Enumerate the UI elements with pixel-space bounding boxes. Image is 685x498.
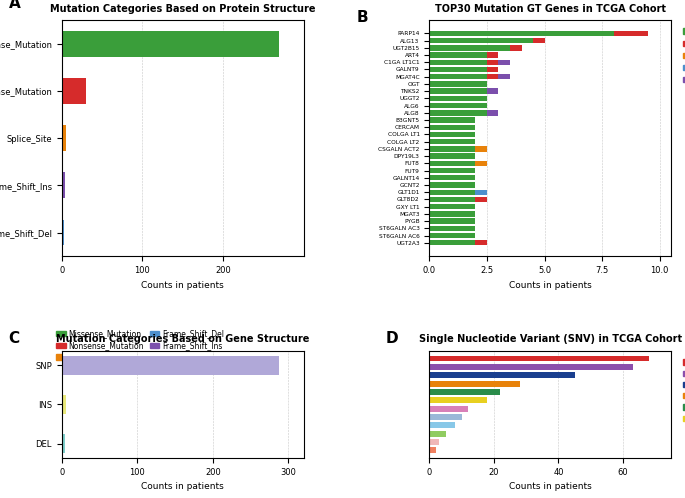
Bar [429, 67, 487, 72]
Bar [429, 175, 475, 180]
Bar [429, 146, 475, 151]
Bar [429, 233, 475, 238]
Bar [429, 110, 487, 116]
Text: A: A [8, 0, 20, 11]
Bar [487, 67, 499, 72]
Title: Single Nucleotide Variant (SNV) in TCGA Cohort: Single Nucleotide Variant (SNV) in TCGA … [419, 335, 682, 345]
Bar [475, 146, 487, 151]
Bar [62, 125, 66, 151]
Bar [429, 38, 533, 43]
Bar [429, 52, 487, 58]
Bar [429, 161, 475, 166]
Bar [429, 439, 439, 445]
Bar [429, 45, 510, 50]
Bar [429, 397, 488, 403]
Bar [429, 406, 468, 411]
Bar [429, 132, 475, 137]
Bar [487, 60, 499, 65]
Bar [62, 78, 86, 104]
Bar [429, 74, 487, 79]
Bar [429, 139, 475, 144]
Legend: Missense_Mutation, Nonsense_Mutation, Splice_Site, Frame_Shift_Del, Frame_Shift_: Missense_Mutation, Nonsense_Mutation, Sp… [53, 326, 227, 365]
Bar [475, 240, 487, 246]
X-axis label: Counts in patients: Counts in patients [141, 280, 224, 289]
Bar [429, 31, 614, 36]
Bar [62, 220, 64, 246]
Bar [429, 81, 487, 87]
Bar [429, 190, 475, 195]
Bar [429, 422, 455, 428]
Bar [429, 124, 475, 130]
Bar [475, 197, 487, 202]
Bar [499, 60, 510, 65]
Title: Mutation Categories Based on Protein Structure: Mutation Categories Based on Protein Str… [50, 3, 315, 13]
Bar [429, 168, 475, 173]
Bar [429, 226, 475, 231]
Bar [614, 31, 648, 36]
Bar [499, 74, 510, 79]
Bar [429, 89, 487, 94]
Bar [429, 447, 436, 453]
Bar [487, 89, 499, 94]
Legend: SNP, INS, DEL: SNP, INS, DEL [53, 497, 164, 498]
Title: Mutation Categories Based on Gene Structure: Mutation Categories Based on Gene Struct… [56, 335, 310, 345]
Bar [429, 211, 475, 217]
Bar [475, 190, 487, 195]
Bar [429, 182, 475, 188]
Bar [429, 103, 487, 108]
Bar [429, 431, 445, 437]
Bar [429, 240, 475, 246]
Bar [429, 197, 475, 202]
Bar [62, 172, 65, 198]
Text: B: B [357, 10, 369, 25]
Bar [429, 118, 475, 123]
Bar [62, 395, 66, 414]
Bar [429, 414, 462, 420]
Bar [429, 373, 575, 378]
X-axis label: Counts in patients: Counts in patients [509, 483, 592, 492]
X-axis label: Counts in patients: Counts in patients [509, 280, 592, 289]
X-axis label: Counts in patients: Counts in patients [141, 483, 224, 492]
Bar [533, 38, 545, 43]
Bar [429, 356, 649, 362]
Bar [510, 45, 521, 50]
Bar [487, 74, 499, 79]
Bar [429, 389, 500, 395]
Bar [62, 31, 279, 57]
Bar [62, 356, 279, 375]
Bar [429, 60, 487, 65]
Bar [475, 161, 487, 166]
Bar [487, 110, 499, 116]
Legend: Missense_Mutation, Nonsense_Mutation, Splice_Site, Frame_Shift_Del, Frame_Shift_: Missense_Mutation, Nonsense_Mutation, Sp… [680, 24, 685, 87]
Bar [429, 380, 520, 386]
Bar [429, 153, 475, 159]
Text: D: D [386, 331, 399, 347]
Legend: G>A, C>T, G>T, A>G, C>A, T>C, G>C, A>T, C>G, A>C, T>A, T>G: G>A, C>T, G>T, A>G, C>A, T>C, G>C, A>T, … [680, 355, 685, 426]
Bar [62, 434, 66, 453]
Bar [429, 219, 475, 224]
Title: TOP30 Mutation GT Genes in TCGA Cohort: TOP30 Mutation GT Genes in TCGA Cohort [435, 3, 666, 13]
Text: C: C [8, 331, 20, 347]
Bar [429, 204, 475, 209]
Bar [429, 364, 632, 370]
Bar [429, 96, 487, 101]
Bar [487, 52, 499, 58]
